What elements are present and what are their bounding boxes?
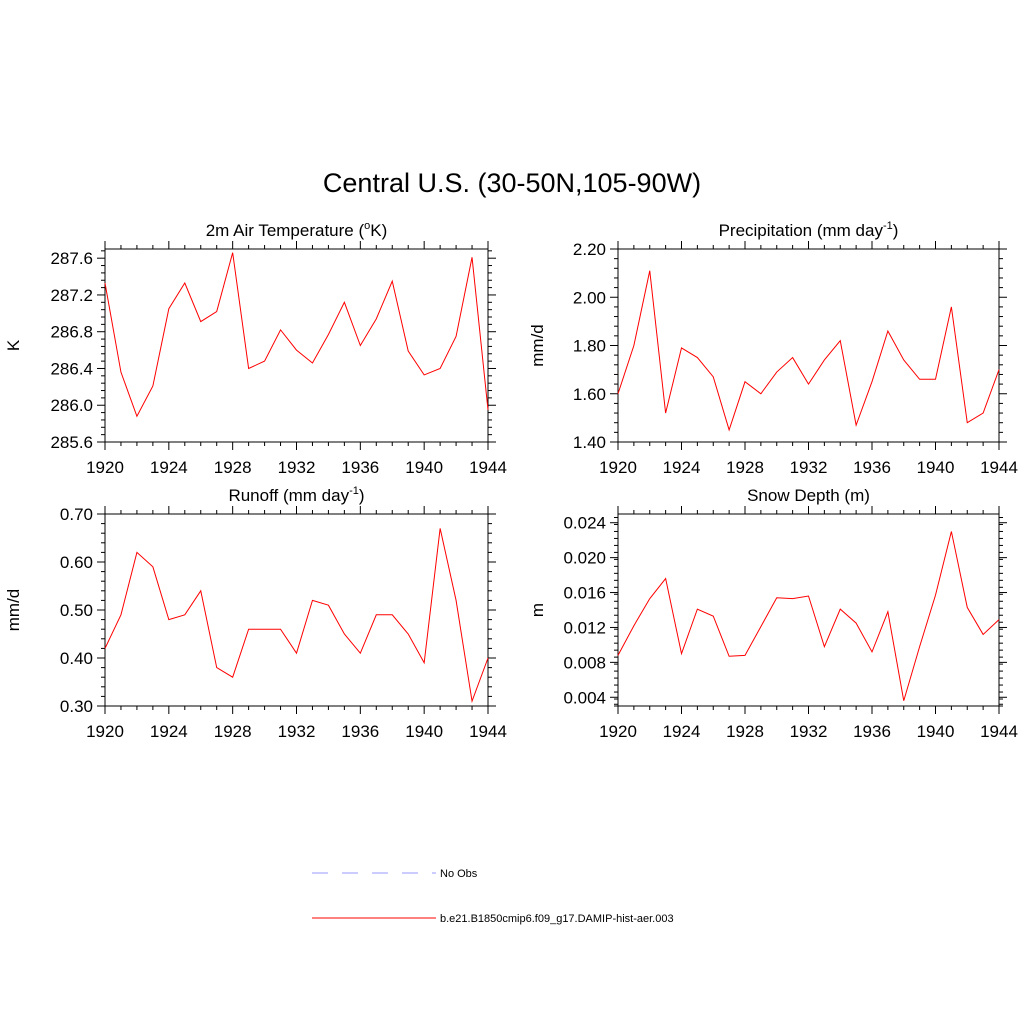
x-tick-label: 1940 <box>405 722 443 741</box>
y-axis-label: mm/d <box>528 324 547 367</box>
x-tick-label: 1924 <box>663 458 701 477</box>
y-tick-label: 1.80 <box>573 337 606 356</box>
legend-label-model: b.e21.B1850cmip6.f09_g17.DAMIP-hist-aer.… <box>440 913 674 925</box>
y-tick-label: 0.016 <box>563 584 606 603</box>
x-tick-label: 1944 <box>469 722 507 741</box>
plot-frame <box>617 513 1000 707</box>
x-tick-label: 1924 <box>150 722 188 741</box>
plot-frame <box>104 248 489 443</box>
y-axis-label: m <box>528 603 547 617</box>
x-tick-label: 1928 <box>726 458 764 477</box>
series-line <box>617 270 1000 432</box>
x-tick-label: 1932 <box>278 458 316 477</box>
x-tick-label: 1944 <box>469 458 507 477</box>
x-tick-label: 1940 <box>917 458 955 477</box>
y-tick-label: 0.008 <box>563 653 606 672</box>
panel-title-tail: ) <box>359 486 365 505</box>
panel-title: 2m Air Temperature (oK) <box>206 220 388 240</box>
x-tick-label: 1924 <box>150 458 188 477</box>
x-tick-label: 1940 <box>405 458 443 477</box>
y-tick-label: 286.0 <box>50 396 93 415</box>
y-tick-label: 287.6 <box>50 249 93 268</box>
panel-title-main: Runoff (mm day <box>228 486 349 505</box>
x-tick-label: 1924 <box>663 722 701 741</box>
x-tick-label: 1936 <box>341 722 379 741</box>
y-tick-label: 286.8 <box>50 323 93 342</box>
panel-title-main: 2m Air Temperature ( <box>206 221 365 240</box>
x-tick-label: 1920 <box>599 458 637 477</box>
panel-title-main: Snow Depth (m) <box>747 486 870 505</box>
x-tick-label: 1928 <box>726 722 764 741</box>
x-tick-label: 1944 <box>980 722 1018 741</box>
x-tick-label: 1932 <box>278 722 316 741</box>
x-tick-label: 1920 <box>599 722 637 741</box>
y-tick-label: 0.50 <box>60 601 93 620</box>
panel-snow-depth: 1920 1924 1928 1932 1936 1940 1944 0.004 0.008 0.… <box>528 486 1018 741</box>
x-tick-label: 1920 <box>86 722 124 741</box>
panel-precipitation: 1920 1924 1928 1932 1936 1940 1944 1.40 1.60 1.80… <box>528 220 1018 477</box>
panel-title-tail: ) <box>893 221 899 240</box>
panel-title: Precipitation (mm day-1) <box>719 220 899 240</box>
y-tick-label: 0.40 <box>60 649 93 668</box>
panel-title: Runoff (mm day-1) <box>228 485 364 505</box>
panel-title-main: Precipitation (mm day <box>719 221 884 240</box>
y-tick-label: 0.012 <box>563 618 606 637</box>
y-tick-label: 0.60 <box>60 553 93 572</box>
x-tick-label: 1936 <box>853 722 891 741</box>
panel-title-superscript: -1 <box>883 220 893 232</box>
x-tick-label: 1944 <box>980 458 1018 477</box>
panel-runoff: 1920 1924 1928 1932 1936 1940 1944 0.30 0.40 0.50… <box>4 485 507 741</box>
y-axis-label: K <box>4 339 23 351</box>
series-line <box>104 252 489 418</box>
legend-label-no-obs: No Obs <box>440 868 478 880</box>
y-tick-label: 287.2 <box>50 286 93 305</box>
series-line <box>617 531 1000 701</box>
figure-title: Central U.S. (30-50N,105-90W) <box>322 168 702 198</box>
y-tick-label: 0.70 <box>60 505 93 524</box>
x-tick-label: 1920 <box>86 458 124 477</box>
y-tick-label: 2.20 <box>573 240 606 259</box>
x-tick-label: 1932 <box>790 722 828 741</box>
y-tick-label: 1.40 <box>573 433 606 452</box>
y-tick-label: 1.60 <box>573 385 606 404</box>
y-tick-label: 0.024 <box>563 514 606 533</box>
panel-title: Snow Depth (m) <box>747 486 870 505</box>
series-line <box>104 528 489 704</box>
x-tick-label: 1928 <box>214 458 252 477</box>
panel-air-temperature: 1920 1924 1928 1932 1936 1940 1944 285.6 286.0 28… <box>4 220 507 477</box>
x-tick-label: 1932 <box>790 458 828 477</box>
plot-frame <box>617 248 1000 443</box>
legend: No Obs b.e21.B1850cmip6.f09_g17.DAMIP-his… <box>312 868 674 925</box>
y-tick-label: 286.4 <box>50 359 93 378</box>
y-tick-label: 0.020 <box>563 549 606 568</box>
y-tick-label: 0.30 <box>60 697 93 716</box>
x-tick-label: 1928 <box>214 722 252 741</box>
panel-title-superscript: o <box>364 220 370 232</box>
panel-title-tail: K) <box>370 221 387 240</box>
panel-title-superscript: -1 <box>349 485 359 497</box>
x-tick-label: 1940 <box>917 722 955 741</box>
y-tick-label: 2.00 <box>573 288 606 307</box>
y-tick-label: 285.6 <box>50 433 93 452</box>
x-tick-label: 1936 <box>341 458 379 477</box>
x-tick-label: 1936 <box>853 458 891 477</box>
y-axis-label: mm/d <box>4 589 23 632</box>
y-tick-label: 0.004 <box>563 688 606 707</box>
